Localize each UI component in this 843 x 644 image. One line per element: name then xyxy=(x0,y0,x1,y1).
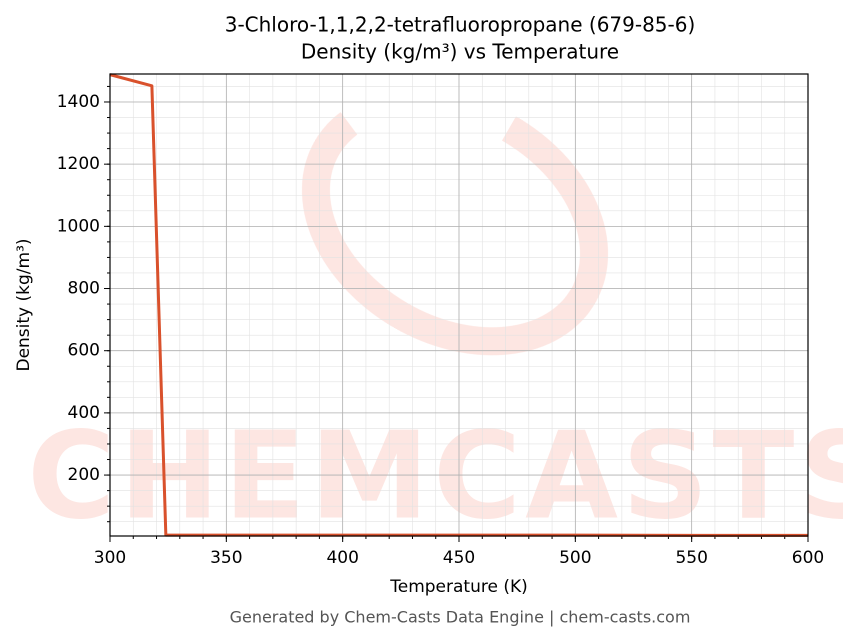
chart-subtitle: Density (kg/m³) vs Temperature xyxy=(301,40,619,64)
x-tick-label: 500 xyxy=(559,548,591,568)
y-axis-label: Density (kg/m³) xyxy=(14,238,34,371)
y-tick-label: 400 xyxy=(68,403,100,423)
x-tick-label: 550 xyxy=(675,548,707,568)
watermark: CHEMCASTS xyxy=(27,88,843,547)
y-tick-label: 1000 xyxy=(57,216,100,236)
y-tick-label: 800 xyxy=(68,279,100,299)
x-tick-label: 400 xyxy=(326,548,358,568)
chart-title: 3-Chloro-1,1,2,2-tetrafluoropropane (679… xyxy=(225,13,696,37)
y-tick-label: 1400 xyxy=(57,92,100,112)
footer: Generated by Chem-Casts Data Engine | ch… xyxy=(230,608,691,627)
x-tick-label: 350 xyxy=(210,548,242,568)
x-tick-label: 450 xyxy=(443,548,475,568)
x-tick-label: 600 xyxy=(792,548,824,568)
x-axis-label: Temperature (K) xyxy=(389,577,528,597)
data-line xyxy=(109,73,808,537)
y-tick-label: 200 xyxy=(68,465,100,485)
y-tick-label: 1200 xyxy=(57,154,100,174)
plot xyxy=(109,73,808,537)
y-tick-label: 600 xyxy=(68,341,100,361)
x-tick-label: 300 xyxy=(94,548,126,568)
